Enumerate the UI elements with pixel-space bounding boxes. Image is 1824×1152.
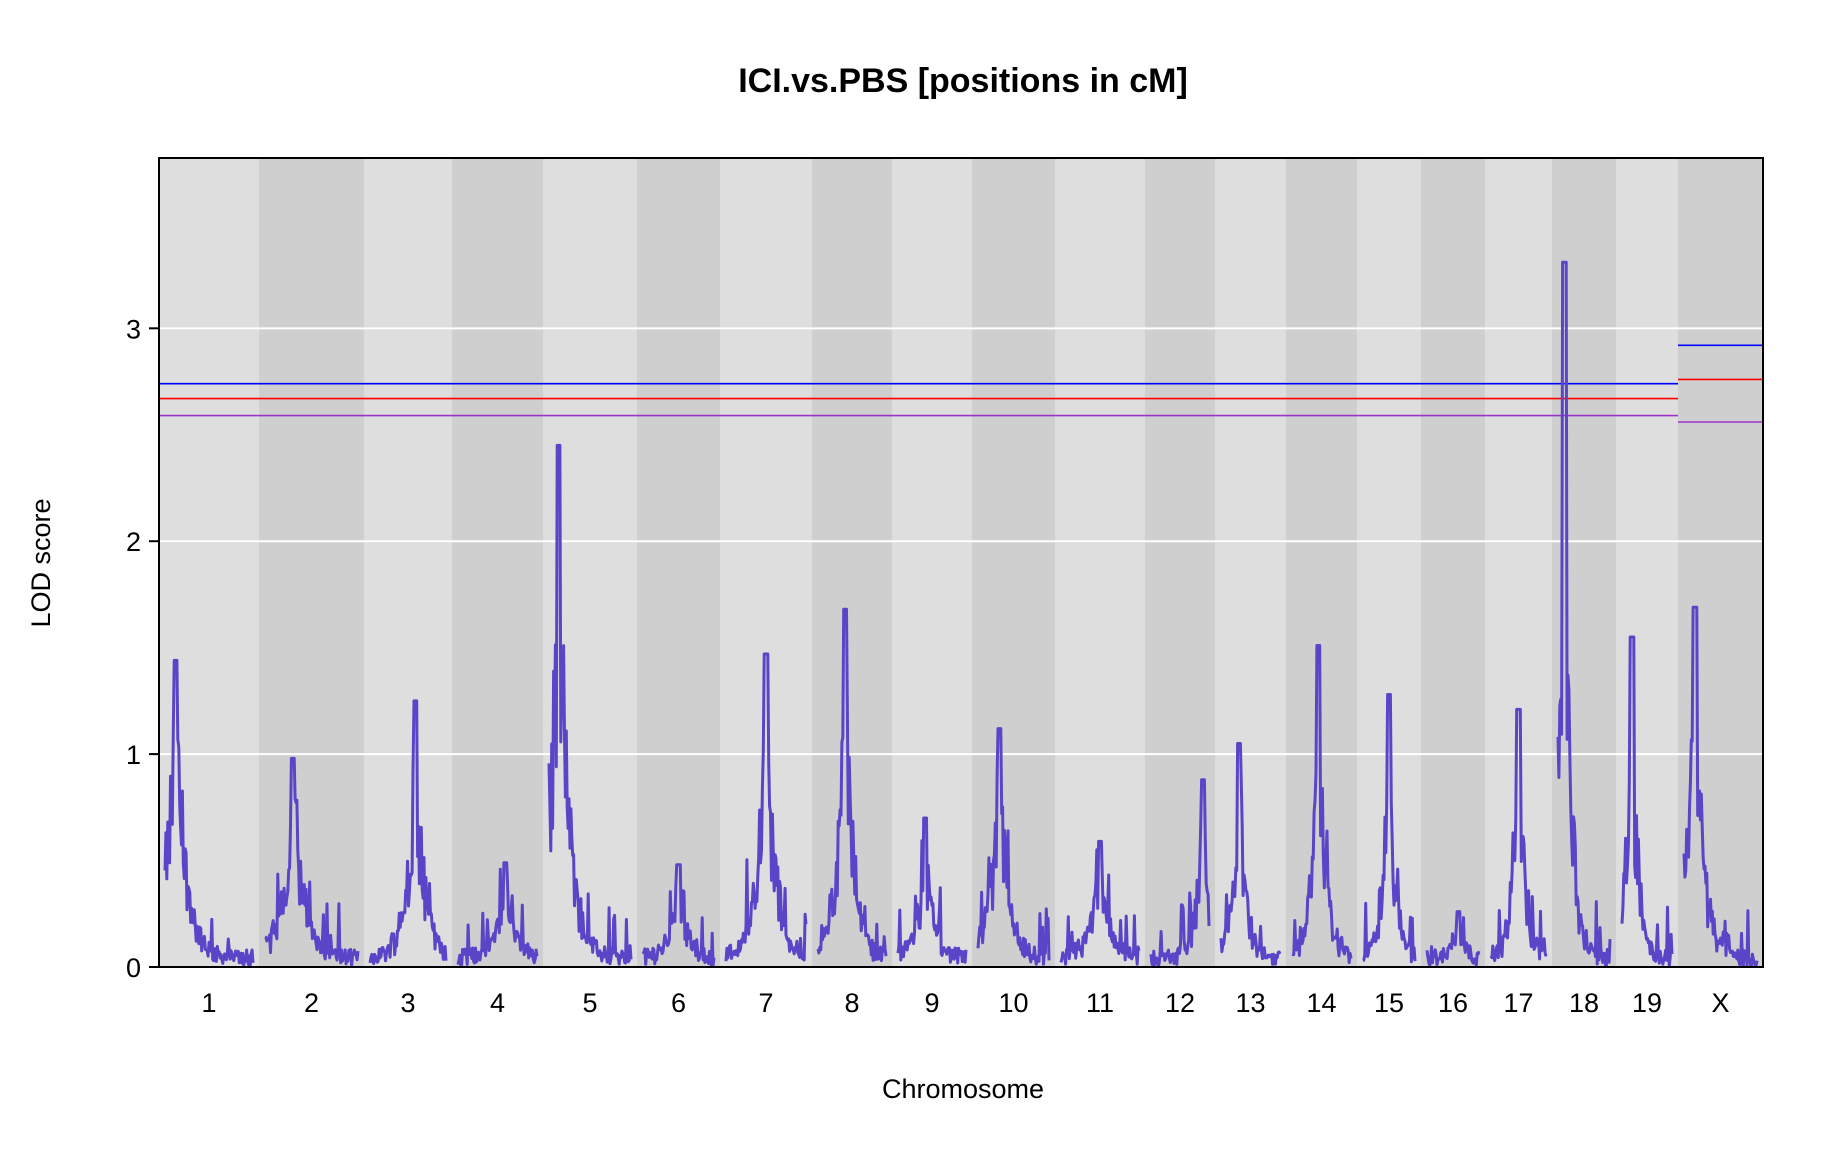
chromosome-band-15 <box>1357 158 1421 967</box>
x-tick-label-9: 9 <box>924 988 939 1018</box>
x-tick-label-13: 13 <box>1235 988 1265 1018</box>
chromosome-band-6 <box>637 158 720 967</box>
chromosome-band-12 <box>1145 158 1215 967</box>
x-tick-label-1: 1 <box>201 988 216 1018</box>
x-tick-label-5: 5 <box>582 988 597 1018</box>
lod-curve-chr-10 <box>976 727 1051 966</box>
lod-curve-chr-2 <box>264 756 360 968</box>
x-tick-label-11: 11 <box>1086 988 1114 1018</box>
x-ticks: 1 2 3 4 5 6 7 8 9 10 11 12 13 14 15 16 17 18 19 X <box>201 988 1729 1018</box>
x-tick-label-10: 10 <box>998 988 1028 1018</box>
x-tick-label-7: 7 <box>758 988 773 1018</box>
x-tick-label-12: 12 <box>1165 988 1195 1018</box>
lod-curve-chr-19 <box>1620 635 1674 968</box>
lod-curve-chr-4 <box>456 861 539 967</box>
x-tick-label-16: 16 <box>1438 988 1468 1018</box>
lod-curve-chr-11 <box>1059 839 1141 966</box>
chromosome-band-17 <box>1485 158 1552 967</box>
chromosome-band-11 <box>1055 158 1145 967</box>
lod-curve-chr-3 <box>368 699 448 966</box>
x-tick-label-3: 3 <box>400 988 415 1018</box>
x-tick-label-8: 8 <box>844 988 859 1018</box>
lod-curve <box>163 260 1759 969</box>
chromosome-band-2 <box>259 158 364 967</box>
chromosome-band-5 <box>543 158 637 967</box>
x-tick-label-19: 19 <box>1632 988 1662 1018</box>
x-tick-label-2: 2 <box>304 988 319 1018</box>
chromosome-band-1 <box>159 158 259 967</box>
threshold-lines <box>159 344 1763 423</box>
lod-curve-chr-X <box>1682 605 1759 968</box>
chart-title: ICI.vs.PBS [positions in cM] <box>738 62 1188 100</box>
lod-curve-chr-13 <box>1219 742 1282 966</box>
chromosome-band-19 <box>1616 158 1678 967</box>
lod-curve-chr-6 <box>641 863 716 968</box>
chromosome-band-4 <box>452 158 543 967</box>
chromosome-band-X <box>1678 158 1763 967</box>
x-axis-label: Chromosome <box>882 1074 1044 1104</box>
chromosome-band-9 <box>892 158 972 967</box>
x-tick-label-14: 14 <box>1306 988 1336 1018</box>
y-axis-label: LOD score <box>26 498 56 627</box>
x-tick-label-X: X <box>1711 988 1729 1018</box>
x-tick-label-6: 6 <box>671 988 686 1018</box>
lod-curve-chr-8 <box>816 607 888 963</box>
lod-curve-chr-16 <box>1425 910 1481 968</box>
x-tick-label-4: 4 <box>490 988 505 1018</box>
y-tick-label-1: 1 <box>126 740 141 770</box>
chromosome-band-10 <box>972 158 1055 967</box>
y-ticks: 0 1 2 3 <box>126 314 159 983</box>
lod-curve-chr-15 <box>1362 693 1417 964</box>
gridlines <box>159 327 1763 756</box>
x-tick-label-17: 17 <box>1503 988 1533 1018</box>
y-tick-label-3: 3 <box>126 314 141 344</box>
chromosome-band-7 <box>720 158 812 967</box>
chromosome-band-3 <box>364 158 452 967</box>
lod-curve-chr-5 <box>547 443 633 966</box>
lod-curve-chr-12 <box>1149 778 1211 969</box>
x-tick-label-18: 18 <box>1569 988 1599 1018</box>
lod-curve-chr-1 <box>163 658 255 967</box>
y-tick-label-0: 0 <box>126 953 141 983</box>
lod-curve-chr-14 <box>1291 644 1353 965</box>
x-tick-label-15: 15 <box>1374 988 1404 1018</box>
lod-curve-chr-7 <box>724 652 808 962</box>
lod-curve-chr-17 <box>1489 707 1548 963</box>
plot-frame <box>158 157 1764 968</box>
chromosome-band-16 <box>1421 158 1485 967</box>
lod-curve-chr-18 <box>1556 260 1612 968</box>
lod-curve-chr-9 <box>896 816 968 965</box>
y-tick-label-2: 2 <box>126 527 141 557</box>
chromosome-band-14 <box>1286 158 1357 967</box>
chromosome-band-13 <box>1215 158 1286 967</box>
